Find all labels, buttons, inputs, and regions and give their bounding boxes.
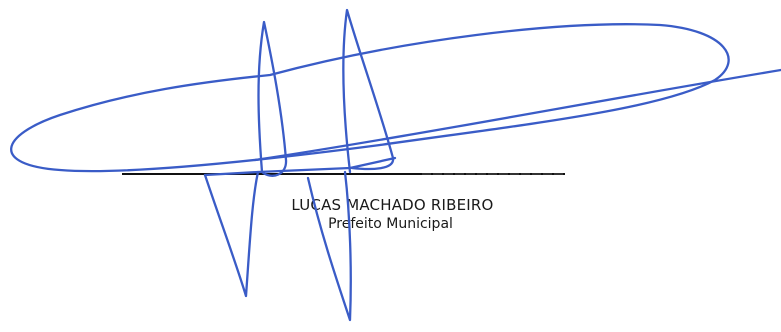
signature-slash-stroke — [253, 68, 781, 162]
signature-line — [122, 173, 565, 175]
signature-line-dashes — [422, 173, 565, 175]
signer-role: Prefeito Municipal — [328, 216, 453, 232]
signer-name: LUCAS MACHADO RIBEIRO — [291, 196, 494, 214]
signature-leg-right-stroke — [342, 8, 395, 174]
signature-leg-left-stroke — [257, 20, 288, 177]
signature-drop-left-stroke — [203, 170, 260, 298]
signature-loop-stroke — [10, 23, 730, 173]
signature-drop-right-stroke — [306, 170, 352, 322]
